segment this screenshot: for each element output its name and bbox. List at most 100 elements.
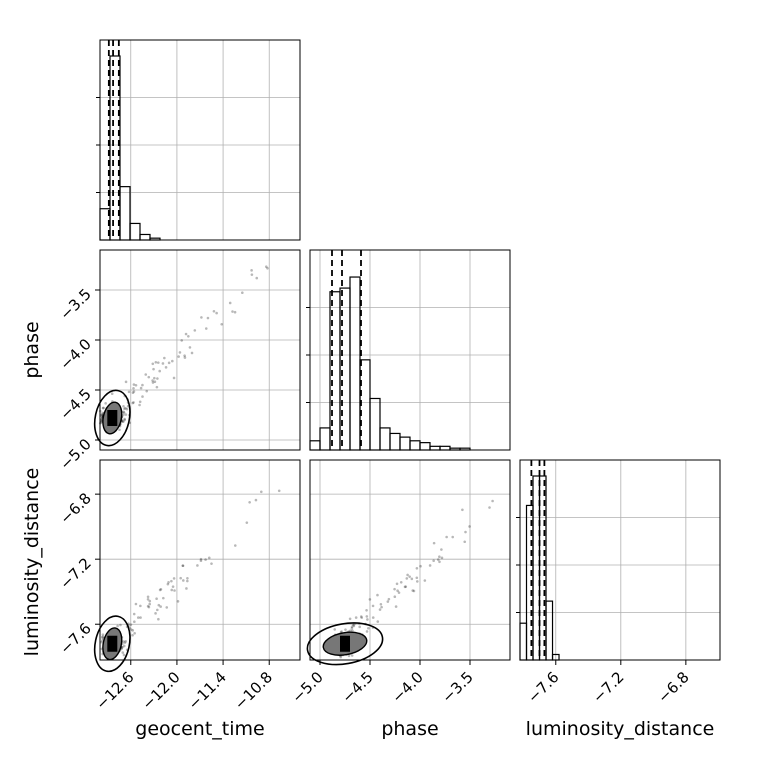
- hist-panel-luminosity_distance: [516, 459, 721, 661]
- scatter-point: [406, 573, 409, 577]
- scatter-point: [423, 579, 427, 582]
- scatter-point: [180, 339, 184, 342]
- scatter-point: [432, 541, 436, 545]
- scatter-point: [184, 332, 188, 336]
- scatter-point: [412, 589, 416, 593]
- scatter-point: [367, 626, 370, 630]
- scatter-point: [376, 593, 379, 597]
- scatter-point: [136, 616, 140, 619]
- scatter-point: [133, 631, 136, 635]
- scatter-point: [179, 576, 182, 580]
- scatter-point: [123, 407, 126, 411]
- y-tick-label: −7.6: [56, 619, 94, 657]
- scatter-point: [188, 346, 192, 349]
- x-tick-label: −12.0: [139, 668, 184, 713]
- scatter-point: [119, 623, 122, 627]
- scatter-point: [101, 633, 105, 636]
- hist-bar: [409, 440, 421, 451]
- scatter-point: [157, 617, 160, 621]
- scatter-point: [461, 508, 464, 512]
- scatter-point: [266, 266, 269, 270]
- y-tick-label: −4.5: [56, 385, 94, 423]
- hist-bar: [319, 427, 331, 451]
- x-ticks-geocent_time: −12.6 −12.0 −11.4 −10.8: [92, 660, 276, 713]
- y-tick-label: −4.0: [56, 335, 94, 373]
- x-ticks-luminosity_distance: −7.6 −7.2 −6.8: [524, 660, 693, 707]
- scatter-point: [350, 654, 354, 657]
- scatter-point: [156, 377, 159, 380]
- scatter-point: [415, 580, 419, 583]
- scatter-point: [386, 600, 390, 603]
- scatter-panel-geocent_time__phase: [93, 249, 301, 451]
- scatter-point: [419, 564, 422, 568]
- scatter-panel-geocent_time__luminosity_distance: [93, 459, 301, 673]
- scatter-point: [186, 577, 189, 580]
- scatter-point: [264, 265, 268, 269]
- panel-frame: [519, 459, 721, 661]
- scatter-point: [167, 580, 170, 584]
- contour-outer: [93, 615, 131, 673]
- hist-bar: [379, 427, 391, 451]
- scatter-point: [101, 406, 105, 410]
- scatter-point: [181, 564, 185, 567]
- scatter-point: [248, 500, 251, 504]
- scatter-point: [147, 605, 151, 609]
- scatter-point: [250, 273, 254, 276]
- x-tick-label: −12.6: [92, 668, 137, 713]
- scatter-point: [255, 276, 259, 280]
- scatter-point: [100, 636, 104, 639]
- scatter-point: [145, 389, 149, 393]
- scatter-point: [177, 355, 180, 358]
- scatter-point: [131, 401, 135, 405]
- scatter-point: [403, 585, 407, 589]
- scatter-point: [204, 327, 208, 330]
- scatter-point: [183, 356, 187, 359]
- scatter-point: [207, 556, 211, 560]
- scatter-point: [358, 625, 361, 629]
- scatter-point: [404, 585, 408, 588]
- scatter-point: [144, 373, 148, 376]
- y-ticks-phase: −5.0 −4.5 −4.0 −3.5: [56, 285, 100, 474]
- scatter-point: [123, 641, 127, 644]
- scatter-point: [125, 407, 129, 411]
- scatter-point: [131, 629, 135, 632]
- scatter-point: [110, 392, 114, 395]
- hist-bar: [532, 475, 541, 661]
- scatter-point: [122, 413, 125, 417]
- x-tick-label: −11.4: [185, 668, 230, 713]
- contour-outer: [306, 622, 384, 666]
- scatter-point: [200, 316, 203, 319]
- scatter-point: [181, 564, 185, 568]
- scatter-point: [440, 548, 443, 551]
- x-tick-label: −4.5: [338, 668, 376, 706]
- scatter-point: [365, 615, 369, 618]
- scatter-point: [151, 381, 155, 384]
- scatter-point: [138, 400, 142, 404]
- scatter-point: [360, 616, 364, 619]
- panel-frame: [99, 459, 301, 661]
- hist-bar: [399, 436, 411, 451]
- scatter-point: [134, 602, 138, 606]
- scatter-point: [158, 369, 162, 373]
- scatter-point: [210, 562, 213, 565]
- scatter-point: [124, 380, 128, 384]
- scatter-point: [146, 604, 150, 608]
- x-tick-label: −7.6: [524, 668, 562, 706]
- scatter-point: [371, 604, 375, 608]
- scatter-point: [380, 605, 383, 609]
- scatter-point: [102, 406, 105, 410]
- density-peak: [107, 635, 118, 652]
- x-tick-label: −4.0: [388, 668, 426, 706]
- x-tick-label: −7.2: [589, 668, 627, 706]
- scatter-point: [157, 603, 161, 607]
- scatter-point: [379, 602, 383, 606]
- hist-bar: [309, 440, 321, 451]
- scatter-point: [349, 629, 352, 632]
- scatter-point: [206, 316, 210, 320]
- scatter-point: [190, 351, 194, 355]
- scatter-point: [153, 380, 157, 384]
- scatter-point: [351, 623, 355, 627]
- scatter-point: [186, 579, 189, 583]
- scatter-point: [395, 582, 399, 586]
